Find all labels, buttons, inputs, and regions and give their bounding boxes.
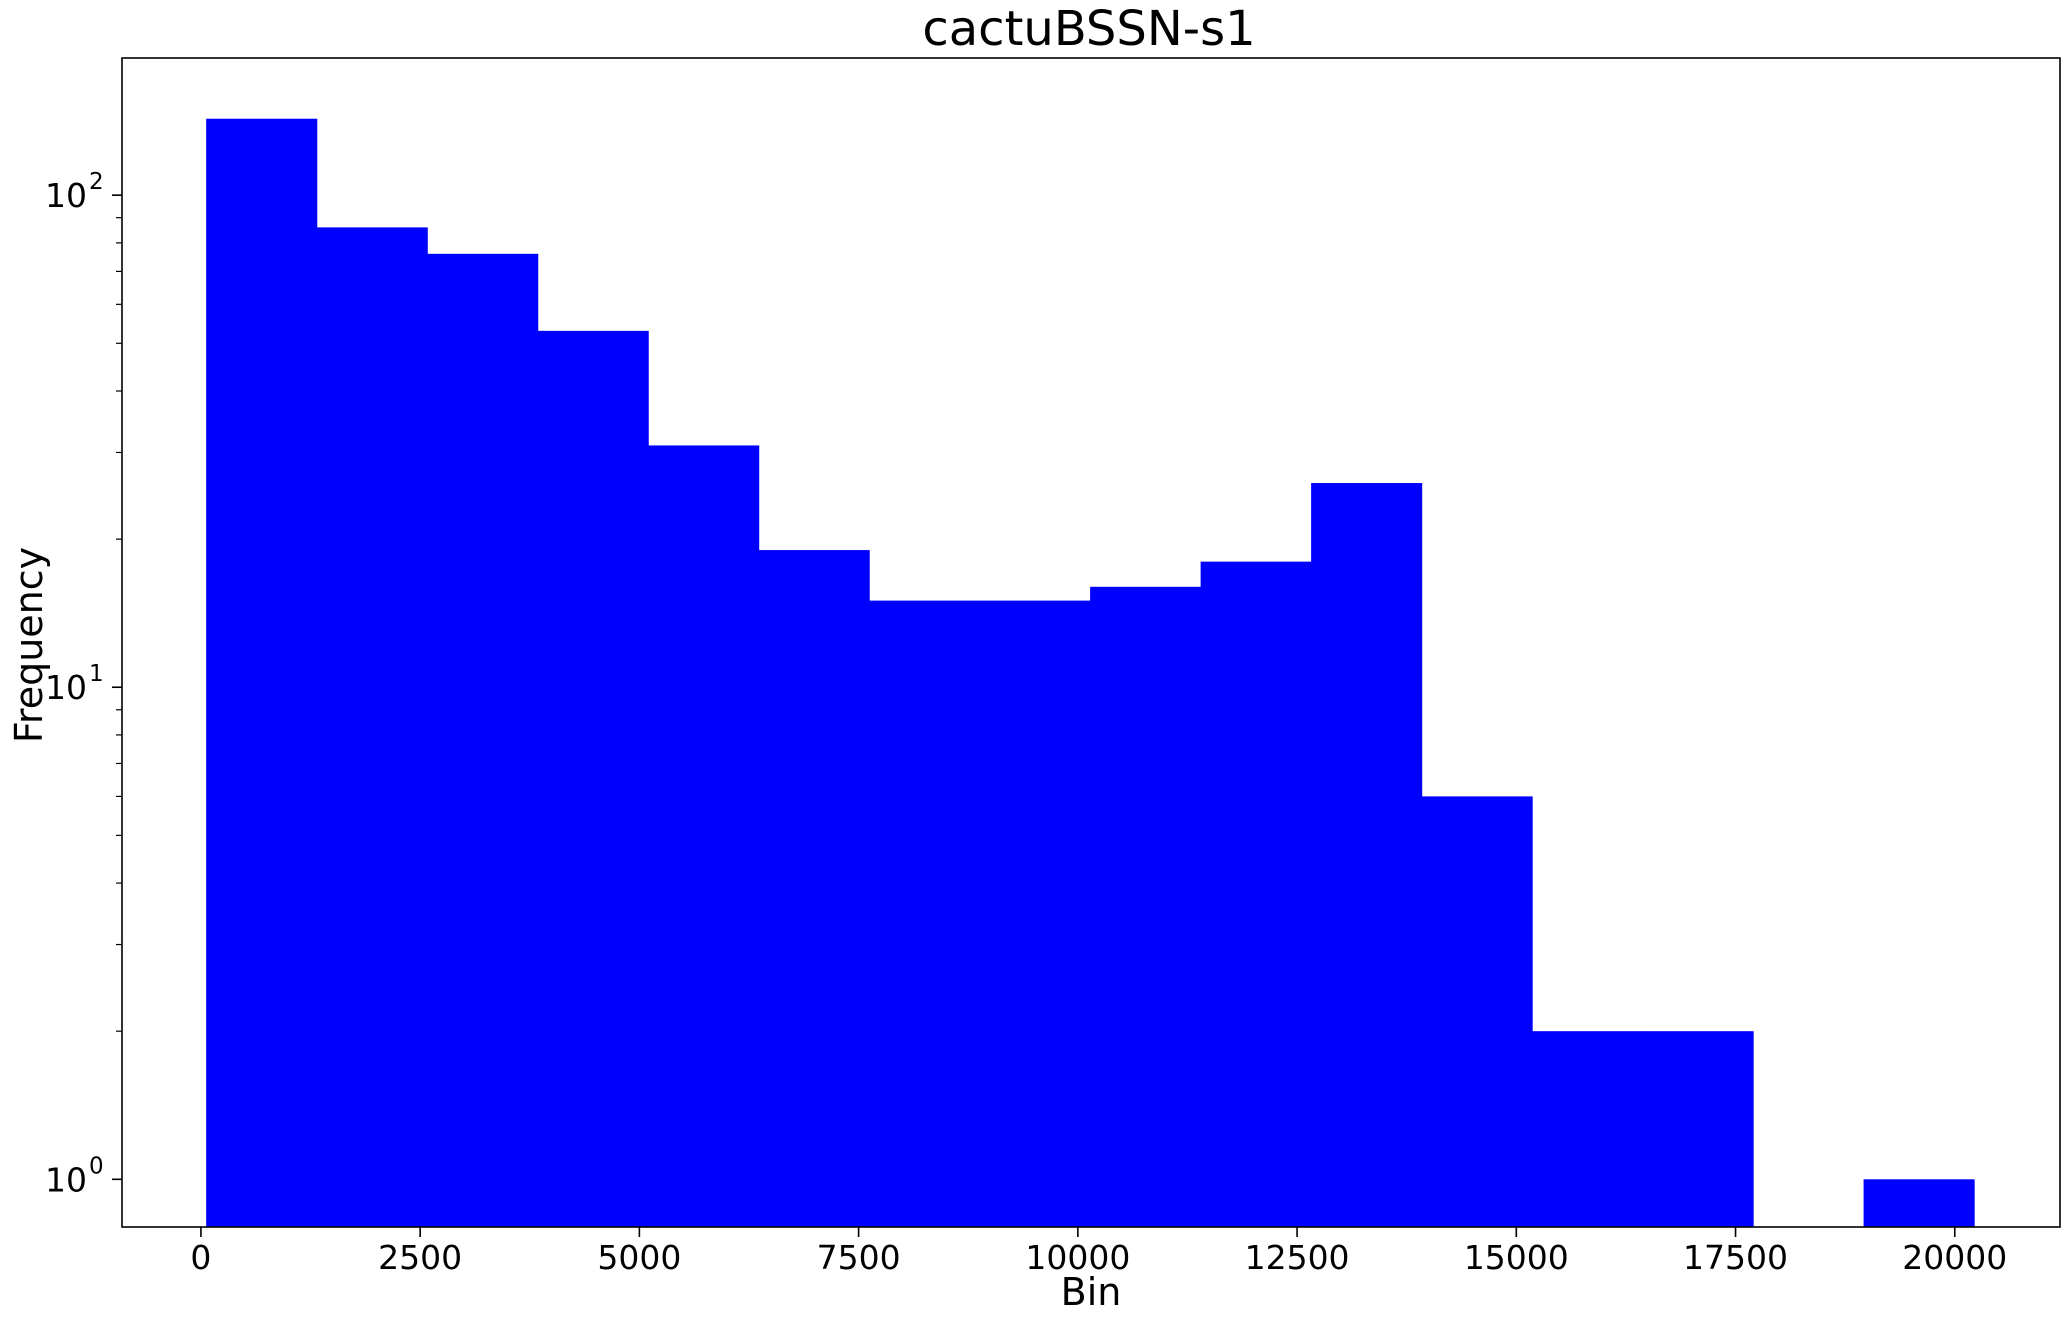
x-tick-label: 10000 [1025,1238,1130,1277]
plot-frame [121,57,2061,1228]
histogram-bar [758,550,870,1227]
x-tick-label: 2500 [378,1238,462,1277]
histogram-bar [1642,1031,1754,1227]
x-tick-label: 15000 [1464,1238,1569,1277]
x-tick-label: 12500 [1245,1238,1350,1277]
histogram-bar [1421,796,1533,1227]
histogram-bar [1532,1031,1644,1227]
chart-title: cactuBSSN-s1 [922,1,1255,57]
x-tick-label: 5000 [597,1238,681,1277]
histogram-bar [979,600,1091,1227]
y-tick-label: 10 [45,1160,87,1199]
histogram-bar [1200,561,1312,1227]
y-tick-label: 10 [45,668,87,707]
histogram-bar [537,330,649,1228]
bars-layer [206,118,1975,1228]
x-tick-label: 17500 [1683,1238,1788,1277]
histogram-bar [1090,586,1202,1227]
y-tick-label-exponent: 0 [89,1153,104,1179]
histogram-bar [206,118,318,1228]
histogram-bar [1311,483,1423,1227]
y-tick-label-exponent: 2 [89,169,104,195]
x-tick-label: 20000 [1902,1238,2007,1277]
y-axis-label: Frequency [7,547,51,743]
ticks-layer: 0 2500 5000 7500 10000 12500 15000 17500 2000010… [45,169,2007,1277]
y-tick-label-exponent: 1 [89,661,104,687]
x-tick-label: 7500 [817,1238,901,1277]
x-axis-label: Bin [1061,1270,1122,1314]
y-tick-label: 10 [45,176,87,215]
histogram-bar [869,600,981,1227]
histogram-bar [427,253,539,1227]
histogram-bar [316,227,428,1227]
histogram-bar [648,445,760,1227]
x-tick-label: 0 [190,1238,211,1277]
histogram-bar [1863,1179,1975,1227]
